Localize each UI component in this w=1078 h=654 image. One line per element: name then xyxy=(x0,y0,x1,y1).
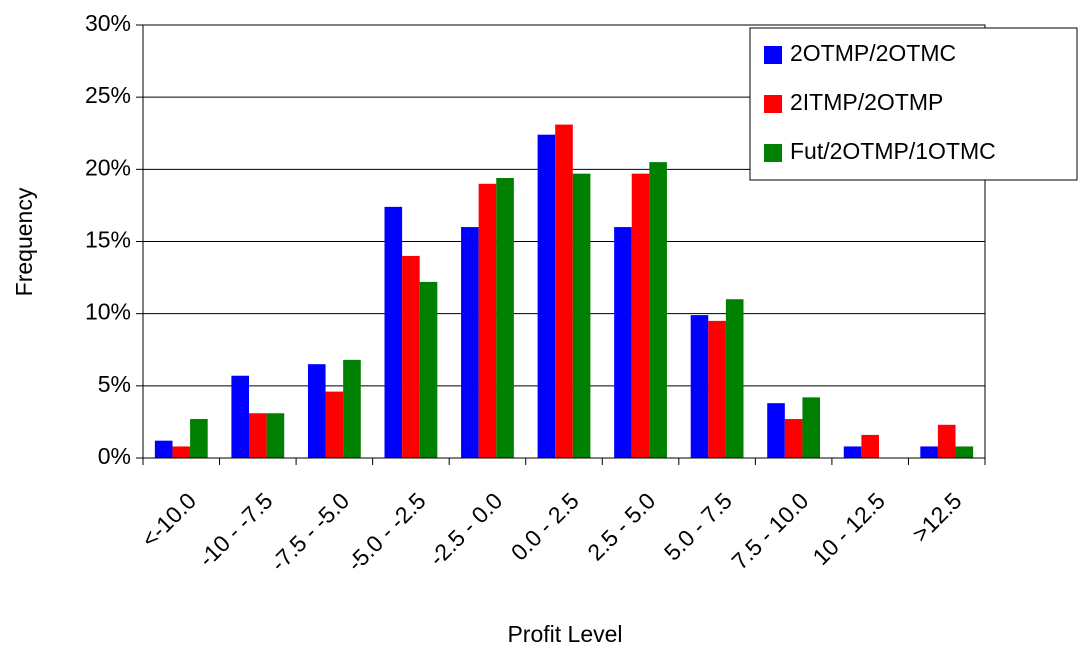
bar xyxy=(649,162,667,458)
legend-label: 2OTMP/2OTMC xyxy=(790,40,956,66)
legend-label: 2ITMP/2OTMP xyxy=(790,89,943,115)
y-tick-label: 25% xyxy=(85,82,131,108)
bar xyxy=(690,315,709,458)
x-axis-title: Profit Level xyxy=(507,621,622,647)
y-tick-label: 20% xyxy=(85,154,131,180)
bar xyxy=(937,424,956,458)
x-tick-label: 2.5 - 5.0 xyxy=(582,487,660,565)
legend-label: Fut/2OTMP/1OTMC xyxy=(790,138,996,164)
legend-swatch xyxy=(764,95,782,113)
x-tick-label: -2.5 - 0.0 xyxy=(424,487,507,570)
x-tick-label: <-10.0 xyxy=(136,487,201,552)
bar xyxy=(343,359,361,458)
bar xyxy=(555,124,573,458)
bar xyxy=(478,183,497,458)
bar xyxy=(572,173,591,458)
x-tick-label: -5.0 - -2.5 xyxy=(342,487,431,576)
bar xyxy=(402,255,420,458)
legend: 2OTMP/2OTMC 2ITMP/2OTMP Fut/2OTMP/1OTMC xyxy=(749,27,1078,181)
bar xyxy=(419,281,438,458)
bar xyxy=(614,227,632,458)
y-axis-title: Frequency xyxy=(11,187,37,296)
bar xyxy=(802,397,821,458)
bar xyxy=(784,419,803,458)
legend-box xyxy=(749,27,1078,181)
bar xyxy=(307,364,326,458)
x-tick-label: >12.5 xyxy=(907,487,967,547)
bar xyxy=(767,403,785,458)
bar xyxy=(725,299,744,458)
bar xyxy=(920,446,938,458)
bar xyxy=(496,177,514,458)
bar xyxy=(266,413,285,458)
x-tick-label: 7.5 - 10.0 xyxy=(726,487,813,574)
legend-swatch xyxy=(764,144,782,162)
y-tick-label: 0% xyxy=(98,443,131,469)
bar xyxy=(249,413,267,458)
bar xyxy=(843,446,862,458)
y-tick-label: 30% xyxy=(85,10,131,36)
bar xyxy=(861,434,879,458)
x-tick-label: 0.0 - 2.5 xyxy=(506,487,584,565)
bar xyxy=(325,391,344,458)
x-tick-label: -10 - -7.5 xyxy=(193,487,277,571)
bar xyxy=(955,446,974,458)
bar xyxy=(154,440,173,458)
bar xyxy=(537,134,556,458)
bar xyxy=(231,375,250,458)
legend-swatch xyxy=(764,46,782,64)
bar xyxy=(190,419,208,458)
bar xyxy=(172,446,191,458)
bar xyxy=(384,206,403,458)
x-tick-label: 10 - 12.5 xyxy=(807,487,890,570)
bar xyxy=(708,320,726,458)
y-tick-label: 5% xyxy=(98,371,131,397)
bar xyxy=(631,173,650,458)
x-tick-label: -7.5 - -5.0 xyxy=(265,487,354,576)
bar xyxy=(461,227,479,458)
y-tick-label: 10% xyxy=(85,299,131,325)
x-tick-label: 5.0 - 7.5 xyxy=(659,487,737,565)
y-tick-label: 15% xyxy=(85,227,131,253)
